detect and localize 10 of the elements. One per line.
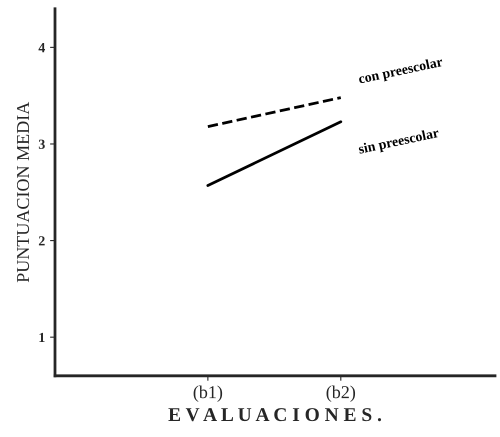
y-tick-label: 4 [38, 43, 46, 52]
text: sin preescolar [358, 127, 440, 157]
x-tick-label: (b2) [326, 386, 356, 402]
y-tick-label: 3 [38, 140, 45, 149]
x-axis-title: E V A L U A C I O N E S . [168, 408, 382, 422]
y-axis-title: PUNTUACION MEDIA [16, 102, 30, 282]
y-tick-label: 1 [39, 332, 45, 342]
x-tick-label: (b1) [194, 386, 222, 402]
text: con preescolar [358, 56, 444, 86]
y-tick-label: 2 [38, 236, 45, 246]
